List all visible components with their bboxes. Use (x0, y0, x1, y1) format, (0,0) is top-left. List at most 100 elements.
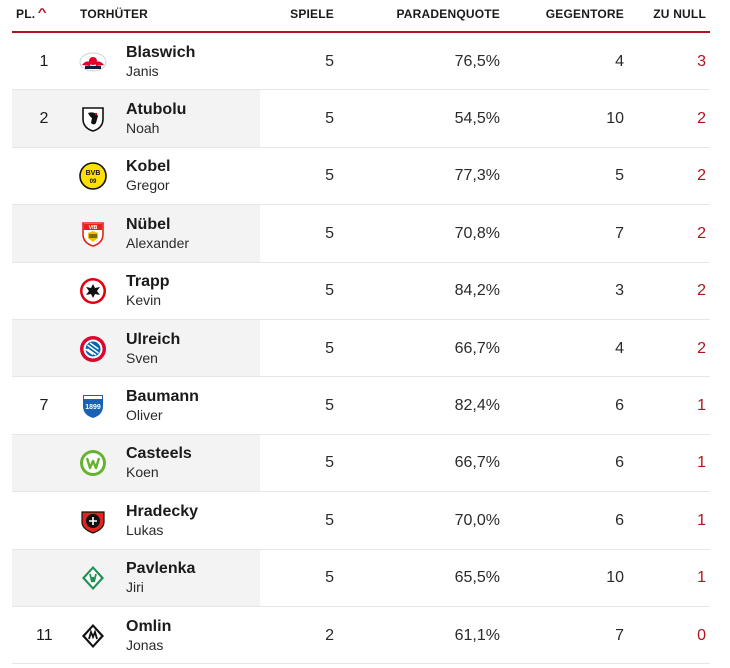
goalkeeper-name[interactable]: Pavlenka Jiri (126, 559, 195, 597)
goals-against-cell: 6 (615, 511, 624, 529)
save-rate-cell: 66,7% (454, 454, 500, 472)
save-rate-cell: 77,3% (454, 167, 500, 185)
goalkeeper-name[interactable]: Trapp Kevin (126, 272, 170, 310)
sort-by-place-header[interactable]: PL. ^ (16, 7, 47, 21)
goalkeeper-name[interactable]: Ulreich Sven (126, 330, 180, 368)
borussia-mgladbach-logo-icon (78, 621, 108, 651)
row-divider (12, 663, 710, 665)
goals-against-cell: 6 (615, 454, 624, 472)
row-background (12, 607, 710, 663)
vfb-stuttgart-logo-icon: VfB (78, 219, 108, 249)
last-name: Omlin (126, 617, 172, 635)
clean-sheets-cell: 2 (697, 282, 706, 300)
place-cell: 11 (36, 626, 53, 644)
first-name: Oliver (126, 407, 163, 424)
place-cell: 7 (39, 397, 49, 415)
games-cell: 5 (325, 52, 334, 70)
goals-against-cell: 7 (615, 224, 624, 242)
table-row[interactable]: Ulreich Sven 5 66,7% 4 2 (12, 319, 710, 378)
last-name: Blaswich (126, 43, 196, 61)
row-divider (12, 261, 710, 263)
goalkeeper-name[interactable]: Baumann Oliver (126, 387, 199, 425)
first-name: Gregor (126, 177, 170, 194)
last-name: Ulreich (126, 330, 181, 348)
fc-bayern-logo-icon (78, 334, 108, 364)
first-name: Janis (126, 62, 159, 79)
save-rate-cell: 76,5% (454, 52, 500, 70)
games-column-header[interactable]: SPIELE (290, 7, 334, 21)
table-row[interactable]: Trapp Kevin 5 84,2% 3 2 (12, 263, 710, 320)
vfl-wolfsburg-logo-icon (78, 448, 108, 478)
row-background (12, 148, 710, 204)
save-rate-column-header[interactable]: PARADENQUOTE (396, 7, 500, 21)
row-background (12, 549, 710, 606)
goals-against-cell: 4 (615, 339, 624, 357)
table-row[interactable]: Pavlenka Jiri 5 65,5% 10 1 (12, 549, 710, 607)
table-row[interactable]: 7 1899 Baumann Oliver 5 82,4% 6 1 (12, 377, 710, 435)
clean-sheets-cell: 2 (697, 110, 706, 128)
first-name: Jonas (126, 636, 164, 653)
clean-sheets-cell: 1 (697, 511, 706, 529)
last-name: Trapp (126, 273, 170, 291)
goals-against-cell: 4 (615, 52, 624, 70)
table-row[interactable]: Casteels Koen 5 66,7% 6 1 (12, 434, 710, 493)
games-cell: 5 (325, 511, 334, 529)
first-name: Alexander (126, 234, 190, 251)
goalkeeper-name[interactable]: Omlin Jonas (126, 617, 171, 655)
first-name: Koen (126, 464, 159, 481)
goals-against-column-header[interactable]: GEGENTORE (545, 7, 624, 21)
goalkeeper-column-header[interactable]: TORHÜTER (80, 7, 149, 21)
games-cell: 5 (325, 339, 334, 357)
save-rate-cell: 82,4% (454, 397, 500, 415)
goalkeeper-name[interactable]: Blaswich Janis (126, 43, 195, 81)
rb-leipzig-logo-icon (78, 47, 108, 77)
goalkeeper-name[interactable]: Atubolu Noah (126, 100, 186, 138)
table-row[interactable]: Hradecky Lukas 5 70,0% 6 1 (12, 492, 710, 550)
clean-sheets-cell: 3 (697, 52, 706, 70)
games-cell: 5 (325, 569, 334, 587)
row-background (12, 90, 710, 147)
first-name: Lukas (126, 521, 164, 538)
goalkeeper-name[interactable]: Kobel Gregor (126, 157, 170, 195)
first-name: Noah (126, 120, 160, 137)
first-name: Kevin (126, 292, 162, 309)
last-name: Pavlenka (126, 560, 196, 578)
row-divider (12, 204, 710, 206)
werder-bremen-logo-icon (78, 563, 108, 593)
table-row[interactable]: 11 Omlin Jonas 2 61,1% 7 0 (12, 607, 710, 665)
goalkeeper-name[interactable]: Hradecky Lukas (126, 502, 198, 540)
eintracht-frankfurt-logo-icon (78, 276, 108, 306)
place-cell: 1 (39, 52, 49, 70)
svg-text:09: 09 (90, 179, 97, 185)
row-divider (12, 318, 710, 320)
save-rate-cell: 61,1% (454, 626, 500, 644)
clean-sheets-cell: 2 (697, 224, 706, 242)
first-name: Sven (126, 349, 158, 366)
goals-against-cell: 10 (606, 110, 624, 128)
place-cell: 2 (39, 110, 49, 128)
row-background (12, 205, 710, 262)
row-background (12, 492, 710, 548)
table-row[interactable]: BVB 09 Kobel Gregor 5 77,3% 5 2 (12, 148, 710, 206)
clean-sheets-cell: 1 (697, 569, 706, 587)
goals-against-cell: 10 (606, 569, 624, 587)
table-header: PL. ^ TORHÜTER SPIELE PARADENQUOTE GEGEN… (12, 0, 710, 33)
row-background (12, 263, 710, 319)
last-name: Kobel (126, 158, 171, 176)
svg-text:BVB: BVB (86, 170, 101, 177)
table-row[interactable]: VfB Nübel Alexander 5 70,8% 7 2 (12, 205, 710, 263)
table-row[interactable]: 2 Atubolu Noah 5 54,5% 10 2 (12, 90, 710, 148)
goalkeeper-name[interactable]: Nübel Alexander (126, 215, 189, 253)
save-rate-cell: 54,5% (454, 110, 500, 128)
last-name: Hradecky (126, 502, 199, 520)
save-rate-cell: 70,0% (454, 511, 500, 529)
goalkeeper-stats-table: PL. ^ TORHÜTER SPIELE PARADENQUOTE GEGEN… (12, 0, 710, 665)
clean-sheets-cell: 0 (697, 626, 706, 644)
goalkeeper-name[interactable]: Casteels Koen (126, 444, 192, 482)
save-rate-cell: 65,5% (454, 569, 500, 587)
row-divider (12, 433, 710, 435)
clean-sheets-column-header[interactable]: ZU NULL (653, 7, 706, 21)
table-row[interactable]: 1 Blaswich Janis 5 76,5% 4 3 (12, 33, 710, 91)
games-cell: 5 (325, 282, 334, 300)
row-divider (12, 548, 710, 550)
